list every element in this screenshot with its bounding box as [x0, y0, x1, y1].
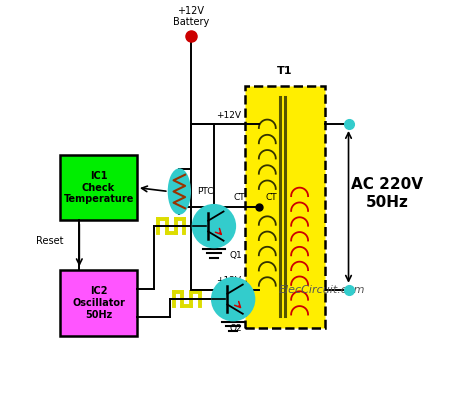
- Ellipse shape: [169, 169, 190, 214]
- Text: CT: CT: [234, 193, 246, 202]
- Text: CT: CT: [265, 193, 277, 202]
- Text: ElecCircuit.com: ElecCircuit.com: [278, 284, 365, 294]
- Text: +12V: +12V: [216, 110, 241, 120]
- Text: Q2: Q2: [229, 324, 242, 333]
- Text: PTC: PTC: [198, 187, 214, 196]
- Text: +12V: +12V: [216, 276, 241, 285]
- Text: Reset: Reset: [36, 236, 64, 246]
- Text: Q1: Q1: [229, 251, 242, 260]
- FancyBboxPatch shape: [245, 86, 326, 328]
- Circle shape: [193, 205, 235, 247]
- Text: IC2
Oscillator
50Hz: IC2 Oscillator 50Hz: [72, 286, 125, 320]
- Text: T1: T1: [277, 66, 293, 76]
- Text: +12V
Battery: +12V Battery: [173, 6, 209, 27]
- Circle shape: [212, 278, 255, 320]
- Text: AC 220V
50Hz: AC 220V 50Hz: [351, 177, 423, 210]
- FancyBboxPatch shape: [60, 270, 137, 336]
- Text: IC1
Check
Temperature: IC1 Check Temperature: [64, 171, 134, 204]
- FancyBboxPatch shape: [60, 155, 137, 220]
